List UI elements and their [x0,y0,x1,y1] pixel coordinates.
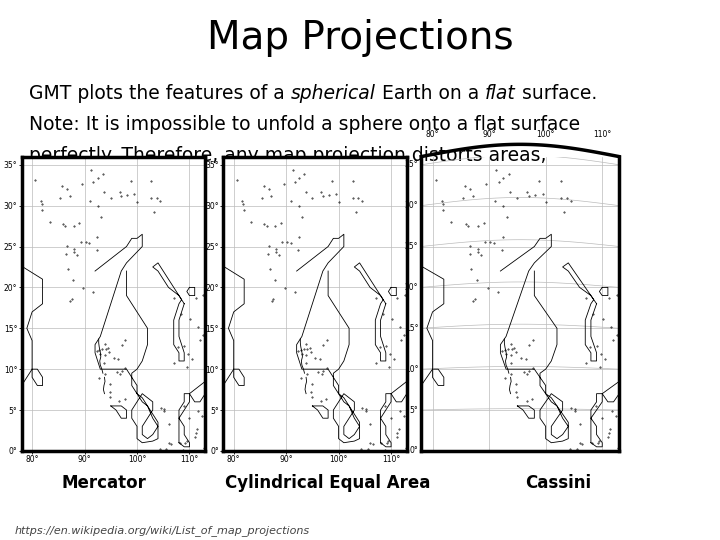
Text: perfectly. Therefore, any map projection distorts areas,: perfectly. Therefore, any map projection… [29,146,546,165]
Text: flat: flat [485,84,516,103]
Text: 10°: 10° [405,364,418,374]
Text: Mercator: Mercator [62,474,147,492]
Text: surface.: surface. [516,84,597,103]
Text: 35°: 35° [405,160,418,169]
Text: Earth on a: Earth on a [376,84,485,103]
Text: 30°: 30° [405,201,418,210]
Text: 15°: 15° [405,324,418,333]
Text: 5°: 5° [410,406,418,415]
Text: Note: It is impossible to unfold a sphere onto a flat surface: Note: It is impossible to unfold a spher… [29,115,580,134]
Text: 110°: 110° [593,130,611,139]
Text: angles, or both!: angles, or both! [29,178,178,197]
Text: Cylindrical Equal Area: Cylindrical Equal Area [225,474,431,492]
Text: 25°: 25° [405,242,418,251]
Text: https://en.wikipedia.org/wiki/List_of_map_projections: https://en.wikipedia.org/wiki/List_of_ma… [14,525,310,536]
Text: Map Projections: Map Projections [207,19,513,57]
Text: GMT plots the features of a: GMT plots the features of a [29,84,291,103]
Text: spherical: spherical [291,84,376,103]
Text: 0°: 0° [410,447,418,455]
Text: 90°: 90° [482,130,496,139]
Text: 20°: 20° [405,283,418,292]
Text: Cassini: Cassini [525,474,591,492]
Text: 80°: 80° [426,130,439,139]
Text: 100°: 100° [536,130,555,139]
